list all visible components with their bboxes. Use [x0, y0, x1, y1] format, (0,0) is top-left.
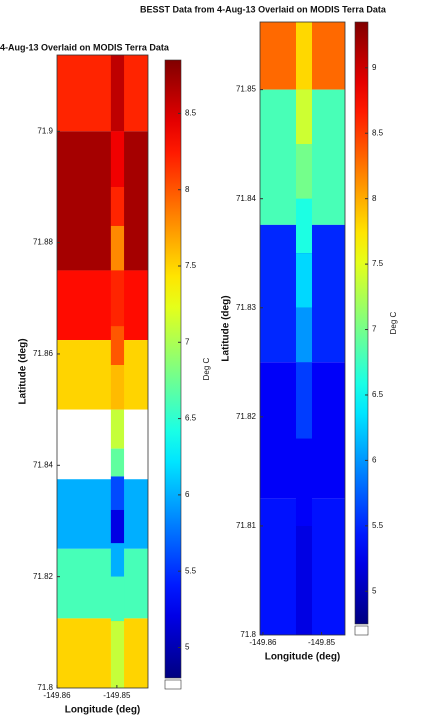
colorbar-tick-label: 7: [372, 325, 377, 334]
modis-cell: [57, 131, 148, 270]
colorbar-tick-label: 8: [185, 185, 190, 194]
colorbar-tick-label: 5: [372, 586, 377, 595]
y-axis-label: Latitude (deg): [221, 295, 232, 361]
modis-cell: [57, 479, 148, 549]
chart-title: BESST Data from 4-Aug-13 Overlaid on MOD…: [140, 4, 387, 14]
x-tick-label: -149.85: [103, 691, 131, 700]
track-cell: [296, 144, 312, 199]
modis-cell: [57, 410, 148, 480]
colorbar-tick-label: 7.5: [372, 259, 384, 268]
colorbar-tick-label: 5.5: [372, 521, 384, 530]
colorbar-label: Deg C: [202, 357, 211, 380]
colorbar-tick-label: 6: [185, 490, 190, 499]
colorbar-tick-label: 7.5: [185, 261, 197, 270]
colorbar-tick-label: 6.5: [372, 390, 384, 399]
track-cell: [111, 365, 124, 410]
track-cell: [296, 90, 312, 145]
colorbar: [355, 22, 368, 624]
track-cell: [111, 187, 124, 226]
track-cell: [111, 55, 124, 131]
x-axis-label: Longitude (deg): [265, 652, 341, 663]
x-tick-label: -149.86: [249, 638, 277, 647]
track-cell: [111, 621, 124, 688]
colorbar-tick-label: 5: [185, 643, 190, 652]
colorbar-nodata: [165, 680, 181, 689]
y-tick-label: 71.81: [236, 521, 257, 530]
colorbar-label: Deg C: [389, 311, 398, 334]
track-cell: [111, 476, 124, 509]
chart-title: 4-Aug-13 Overlaid on MODIS Terra Data: [0, 42, 170, 52]
track-cell: [296, 253, 312, 308]
colorbar-tick-label: 9: [372, 63, 377, 72]
track-cell: [111, 131, 124, 187]
track-cell: [296, 362, 312, 438]
modis-cell: [57, 549, 148, 619]
track-cell: [296, 526, 312, 635]
modis-cell: [57, 270, 148, 340]
figure: 4-Aug-13 Overlaid on MODIS Terra Data 71.…: [0, 0, 429, 723]
x-tick-label: -149.86: [43, 691, 71, 700]
track-cell: [111, 326, 124, 365]
track-cell: [296, 308, 312, 363]
track-cell: [111, 543, 124, 576]
y-tick-label: 71.85: [236, 85, 257, 94]
colorbar-tick-label: 6: [372, 456, 377, 465]
y-tick-label: 71.88: [33, 238, 54, 247]
track-cell: [111, 577, 124, 622]
colorbar-tick-label: 6.5: [185, 414, 197, 423]
y-tick-label: 71.9: [37, 126, 53, 135]
y-tick-label: 71.82: [33, 572, 54, 581]
y-tick-label: 71.84: [33, 460, 54, 469]
colorbar-tick-label: 7: [185, 337, 190, 346]
modis-cell: [57, 618, 148, 688]
colorbar-nodata: [355, 626, 368, 635]
colorbar-tick-label: 8.5: [185, 109, 197, 118]
x-axis-label: Longitude (deg): [65, 705, 141, 716]
colorbar-tick-label: 5.5: [185, 566, 197, 575]
track-cell: [111, 449, 124, 477]
y-axis-label: Latitude (deg): [18, 338, 29, 404]
track-cell: [111, 410, 124, 449]
y-tick-label: 71.82: [236, 412, 257, 421]
colorbar-tick-label: 8: [372, 194, 377, 203]
colorbar: [165, 60, 181, 678]
colorbar-tick-label: 8.5: [372, 128, 384, 137]
y-tick-label: 71.83: [236, 303, 257, 312]
modis-cell: [57, 340, 148, 410]
track-cell: [296, 22, 312, 90]
x-tick-label: -149.85: [308, 638, 336, 647]
track-cell: [111, 270, 124, 326]
y-tick-label: 71.86: [33, 349, 54, 358]
y-tick-label: 71.84: [236, 194, 257, 203]
track-cell: [296, 199, 312, 254]
modis-cell: [57, 55, 148, 131]
track-cell: [296, 439, 312, 526]
track-cell: [111, 226, 124, 271]
track-cell: [111, 510, 124, 543]
